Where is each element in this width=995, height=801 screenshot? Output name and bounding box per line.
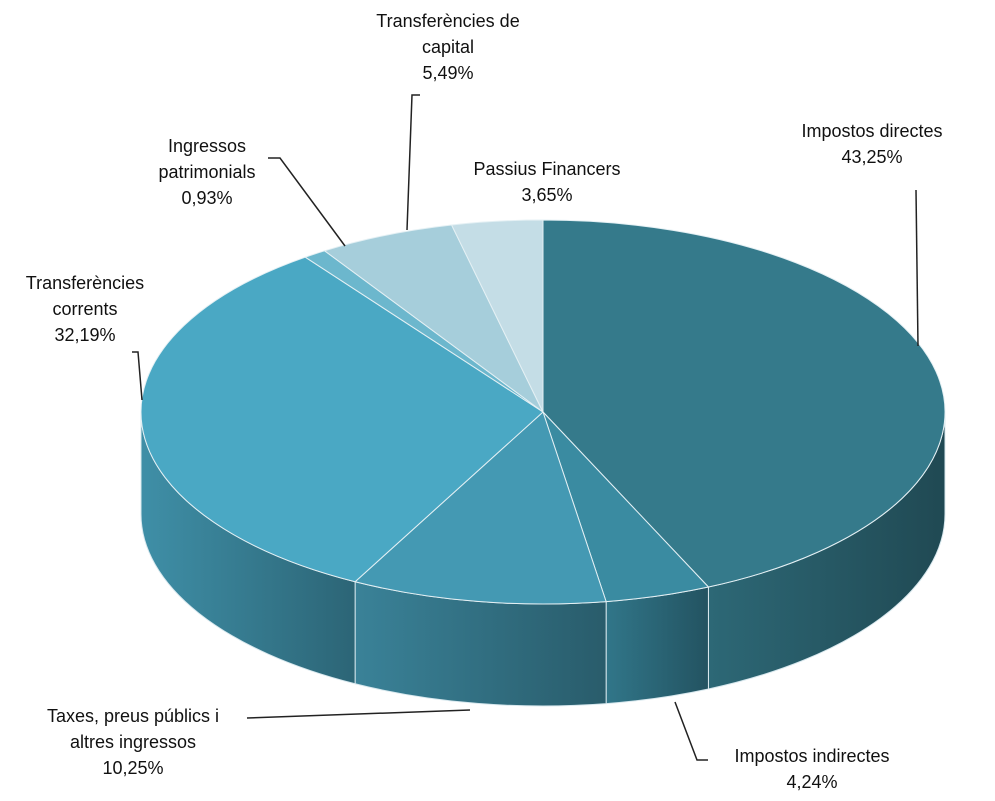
category-label: Passius Financers (473, 159, 621, 179)
slice-label: Transferències de capital 5,49% (363, 8, 533, 86)
slice-label: Transferències corrents 32,19% (10, 270, 160, 348)
slice-label: Passius Financers 3,65% (473, 156, 620, 208)
value-label: 32,19% (54, 325, 116, 345)
value-label: 0,93% (181, 188, 233, 208)
slice (354, 411, 607, 605)
value-label: 43,25% (841, 147, 903, 167)
slice (140, 256, 544, 583)
value-label: 4,24% (786, 772, 838, 792)
slice (542, 219, 946, 588)
slice (450, 219, 544, 413)
leader-lines (132, 94, 919, 761)
slice-label: Impostos directes 43,25% (801, 118, 942, 170)
leader-line (246, 709, 471, 719)
category-label: Transferències corrents (25, 273, 145, 319)
leader-line (674, 701, 708, 761)
leader-line (268, 157, 346, 247)
category-label: Transferències de capital (376, 11, 520, 57)
sides (140, 411, 946, 707)
leader-line (406, 94, 420, 231)
slice-label: Impostos indirectes 4,24% (734, 743, 889, 795)
slice-side (605, 586, 709, 705)
leader-line (132, 351, 143, 401)
tops (140, 219, 946, 605)
value-label: 10,25% (102, 758, 164, 778)
slice (323, 224, 544, 413)
category-label: Impostos directes (801, 121, 943, 141)
category-label: Ingressos patrimonials (158, 136, 256, 182)
category-label: Impostos indirectes (734, 746, 890, 766)
leader-line (915, 189, 919, 347)
slice-label: Taxes, preus públics i altres ingressos 1… (38, 703, 228, 781)
slice-label: Ingressos patrimonials 0,93% (147, 133, 267, 211)
category-label: Taxes, preus públics i altres ingressos (46, 706, 220, 752)
value-label: 3,65% (521, 185, 573, 205)
value-label: 5,49% (422, 63, 474, 83)
